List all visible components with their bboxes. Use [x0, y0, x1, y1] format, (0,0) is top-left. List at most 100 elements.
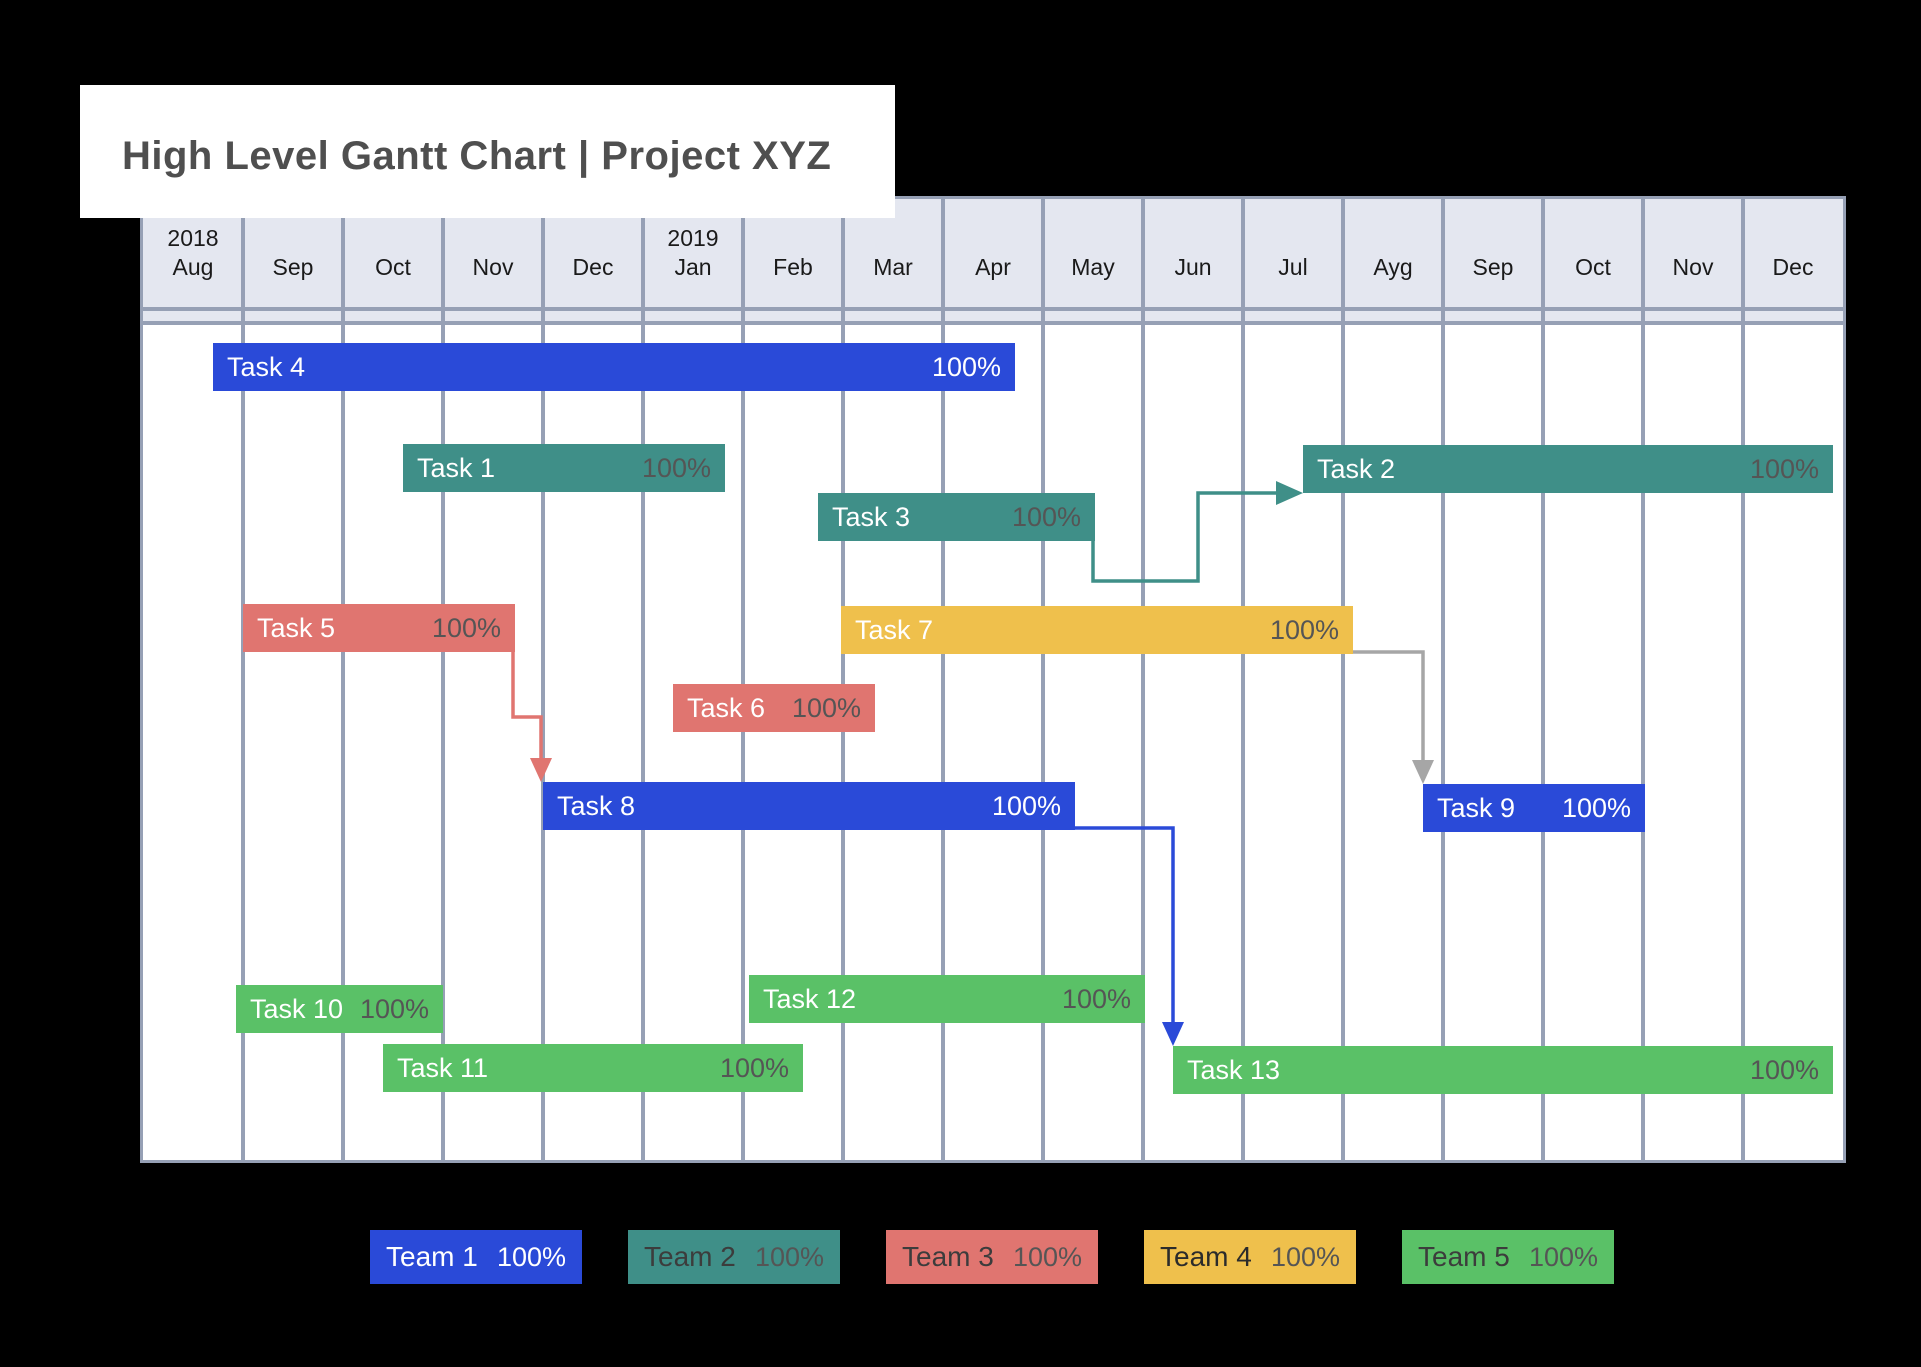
grid-column-line: [1441, 199, 1445, 1160]
task-progress: 100%: [1749, 1054, 1819, 1085]
legend-item-team-4[interactable]: Team 4 100%: [1144, 1230, 1356, 1284]
grid-column-line: [1041, 199, 1045, 1160]
task-progress: 100%: [1061, 983, 1131, 1014]
month-header-may: May: [1043, 199, 1143, 307]
grid-column-line: [541, 199, 545, 1160]
month-label: Mar: [873, 254, 913, 280]
month-header-nov: Nov: [1643, 199, 1743, 307]
legend-team-label: Team 3: [902, 1241, 994, 1272]
task-bar-task-6[interactable]: Task 6 100%: [673, 684, 875, 732]
month-label: Oct: [1575, 254, 1611, 280]
legend-team-progress: 100%: [1270, 1241, 1340, 1272]
year-label: [390, 224, 396, 253]
year-label: [490, 224, 496, 253]
year-label: [1190, 224, 1196, 253]
month-label: Aug: [172, 254, 214, 280]
month-label: Nov: [472, 254, 514, 280]
task-bar-task-3[interactable]: Task 3 100%: [818, 493, 1095, 541]
dependency-line: [511, 652, 543, 762]
year-label: [990, 224, 996, 253]
month-header-dec: Dec: [543, 199, 643, 307]
timeline-header: 2018 Aug Sep Oct Nov Dec 2019 Jan Feb Mar A…: [143, 199, 1843, 311]
arrowhead-down-icon: [1412, 760, 1434, 784]
task-name: Task 9: [1437, 792, 1516, 823]
task-progress: 100%: [359, 993, 429, 1024]
grid-column-line: [1641, 199, 1645, 1160]
year-label: [1790, 224, 1796, 253]
legend-team-progress: 100%: [1528, 1241, 1598, 1272]
task-progress: 100%: [791, 692, 861, 723]
year-label: [590, 224, 596, 253]
month-label: Apr: [975, 254, 1011, 280]
month-header-dec: Dec: [1743, 199, 1843, 307]
task-progress: 100%: [641, 452, 711, 483]
dependency-arrows-layer: [511, 481, 1434, 1046]
month-label: Dec: [1772, 254, 1814, 280]
task-name: Task 8: [557, 790, 636, 821]
grid-column-line: [1341, 199, 1345, 1160]
grid-column-line: [1141, 199, 1145, 1160]
legend-team-label: Team 4: [1160, 1241, 1252, 1272]
grid-column-line: [1741, 199, 1745, 1160]
task-bars-layer: Task 4 100% Task 1 100% Task 2 100% Task 3 100%…: [143, 325, 1843, 1160]
task-bar-task-1[interactable]: Task 1 100%: [403, 444, 725, 492]
task-progress: 100%: [1749, 453, 1819, 484]
month-header-mar: Mar: [843, 199, 943, 307]
task-progress: 100%: [431, 612, 501, 643]
task-name: Task 13: [1187, 1054, 1281, 1085]
month-header-sep: Sep: [1443, 199, 1543, 307]
grid-column-line: [341, 199, 345, 1160]
task-bar-task-5[interactable]: Task 5 100%: [243, 604, 515, 652]
task-bar-task-10[interactable]: Task 10 100%: [236, 985, 443, 1033]
chart-title-box: High Level Gantt Chart | Project XYZ: [80, 85, 895, 218]
grid-column-line: [641, 199, 645, 1160]
year-label: [790, 224, 796, 253]
task-bar-task-9[interactable]: Task 9 100%: [1423, 784, 1645, 832]
year-label: [1390, 224, 1396, 253]
month-label: Nov: [1672, 254, 1714, 280]
task-bar-task-12[interactable]: Task 12 100%: [749, 975, 1145, 1023]
year-label: [1690, 224, 1696, 253]
legend-team-progress: 100%: [1012, 1241, 1082, 1272]
legend-item-team-5[interactable]: Team 5 100%: [1402, 1230, 1614, 1284]
legend-item-team-1[interactable]: Team 1 100%: [370, 1230, 582, 1284]
task-progress: 100%: [1011, 501, 1081, 532]
year-label: [1490, 224, 1496, 253]
task-bar-task-13[interactable]: Task 13 100%: [1173, 1046, 1833, 1094]
arrowhead-right-icon: [1276, 481, 1303, 505]
year-label: 2018: [167, 225, 219, 251]
month-header-ayg: Ayg: [1343, 199, 1443, 307]
month-label: Ayg: [1373, 254, 1413, 280]
task-name: Task 1: [417, 452, 496, 483]
task-bar-task-4[interactable]: Task 4 100%: [213, 343, 1015, 391]
month-header-jun: Jun: [1143, 199, 1243, 307]
task-name: Task 5: [257, 612, 336, 643]
arrowhead-down-icon: [530, 758, 552, 782]
month-header-apr: Apr: [943, 199, 1043, 307]
task-name: Task 12: [763, 983, 857, 1014]
month-header-sep: Sep: [243, 199, 343, 307]
month-label: May: [1071, 254, 1115, 280]
task-progress: 100%: [991, 790, 1061, 821]
year-label: [890, 224, 896, 253]
month-label: Oct: [375, 254, 411, 280]
legend-team-label: Team 5: [1418, 1241, 1510, 1272]
grid-column-line: [941, 199, 945, 1160]
task-progress: 100%: [1561, 792, 1631, 823]
task-name: Task 11: [397, 1052, 489, 1083]
year-label: [1090, 224, 1096, 253]
task-bar-task-2[interactable]: Task 2 100%: [1303, 445, 1833, 493]
month-label: Feb: [773, 254, 813, 280]
task-bar-task-7[interactable]: Task 7 100%: [841, 606, 1353, 654]
task-bar-task-8[interactable]: Task 8 100%: [543, 782, 1075, 830]
grid-column-line: [1541, 199, 1545, 1160]
month-header-oct: Oct: [343, 199, 443, 307]
chart-title: High Level Gantt Chart | Project XYZ: [122, 134, 832, 178]
legend-item-team-2[interactable]: Team 2 100%: [628, 1230, 840, 1284]
month-label: Sep: [1472, 254, 1514, 280]
gantt-chart-panel: 2018 Aug Sep Oct Nov Dec 2019 Jan Feb Mar A…: [140, 196, 1846, 1163]
month-header-2019-jan: 2019 Jan: [643, 199, 743, 307]
legend-item-team-3[interactable]: Team 3 100%: [886, 1230, 1098, 1284]
task-bar-task-11[interactable]: Task 11 100%: [383, 1044, 803, 1092]
